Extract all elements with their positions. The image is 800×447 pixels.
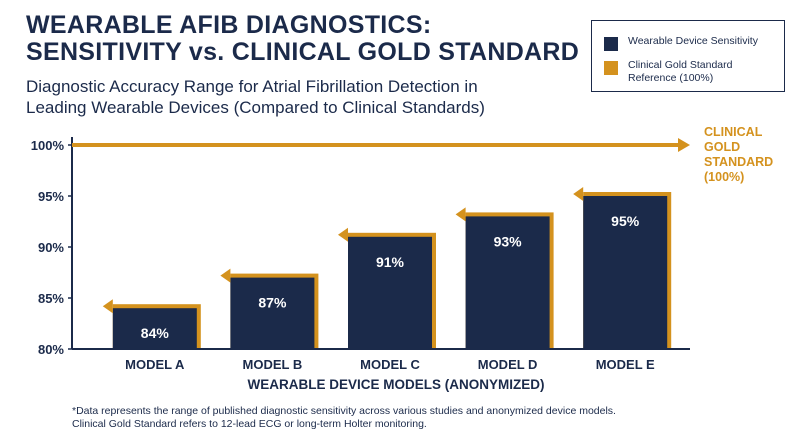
bar-2 — [230, 277, 315, 349]
x-tick-label-3: MODEL C — [360, 357, 420, 372]
gold-standard-label-line-4: (100%) — [704, 170, 744, 184]
legend-label-sensitivity: Wearable Device Sensitivity — [628, 35, 758, 47]
y-tick-label-90: 90% — [38, 240, 64, 255]
x-tick-label-4: MODEL D — [478, 357, 538, 372]
y-tick-label-80: 80% — [38, 342, 64, 357]
x-tick-label-1: MODEL A — [125, 357, 185, 372]
bar-value-label-5: 95% — [611, 213, 640, 229]
chart-title: WEARABLE AFIB DIAGNOSTICS: SENSITIVITY v… — [26, 12, 579, 66]
bar-arrow-3 — [338, 227, 348, 242]
x-axis-title: WEARABLE DEVICE MODELS (ANONYMIZED) — [248, 377, 545, 392]
bar-value-label-2: 87% — [258, 295, 287, 311]
bar-value-label-4: 93% — [494, 233, 523, 249]
bar-5 — [583, 196, 668, 349]
bar-value-label-1: 84% — [141, 325, 170, 341]
legend-swatch-gold-standard — [604, 61, 618, 75]
y-tick-label-85: 85% — [38, 291, 64, 306]
bar-arrow-1 — [102, 299, 113, 314]
y-tick-label-100: 100% — [31, 138, 65, 153]
legend-label-gold-standard: Clinical Gold Standard Reference (100%) — [628, 59, 733, 84]
bar-arrow-4 — [455, 207, 466, 222]
footnote-line-1: *Data represents the range of published … — [72, 405, 616, 417]
y-tick-label-95: 95% — [38, 189, 64, 204]
legend-swatch-sensitivity — [604, 37, 618, 51]
chart-legend: Wearable Device Sensitivity Clinical Gol… — [591, 20, 785, 92]
footnote-line-2: Clinical Gold Standard refers to 12-lead… — [72, 418, 427, 430]
bar-3 — [348, 236, 432, 349]
chart-subtitle-line-1: Diagnostic Accuracy Range for Atrial Fib… — [26, 77, 478, 96]
bar-arrow-2 — [220, 268, 231, 283]
legend-item-sensitivity: Wearable Device Sensitivity — [604, 35, 768, 51]
chart-title-line-1: WEARABLE AFIB DIAGNOSTICS: — [26, 11, 432, 39]
x-tick-label-5: MODEL E — [596, 357, 655, 372]
bar-arrow-5 — [573, 187, 584, 201]
bar-4 — [465, 216, 550, 349]
chart-subtitle-line-2: Leading Wearable Devices (Compared to Cl… — [26, 98, 485, 117]
gold-standard-label-line-3: STANDARD — [704, 155, 773, 169]
chart-subtitle: Diagnostic Accuracy Range for Atrial Fib… — [26, 76, 485, 118]
chart-footnote: *Data represents the range of published … — [72, 405, 616, 431]
gold-standard-label-line-1: CLINICAL — [704, 125, 763, 139]
gold-standard-label-line-2: GOLD — [704, 140, 740, 154]
bar-value-label-3: 91% — [376, 254, 405, 270]
x-tick-label-2: MODEL B — [243, 357, 303, 372]
bar-1 — [112, 308, 197, 349]
legend-item-gold-standard: Clinical Gold Standard Reference (100%) — [604, 59, 768, 85]
chart-title-line-2: SENSITIVITY vs. CLINICAL GOLD STANDARD — [26, 38, 580, 66]
gold-standard-arrowhead — [678, 138, 690, 152]
